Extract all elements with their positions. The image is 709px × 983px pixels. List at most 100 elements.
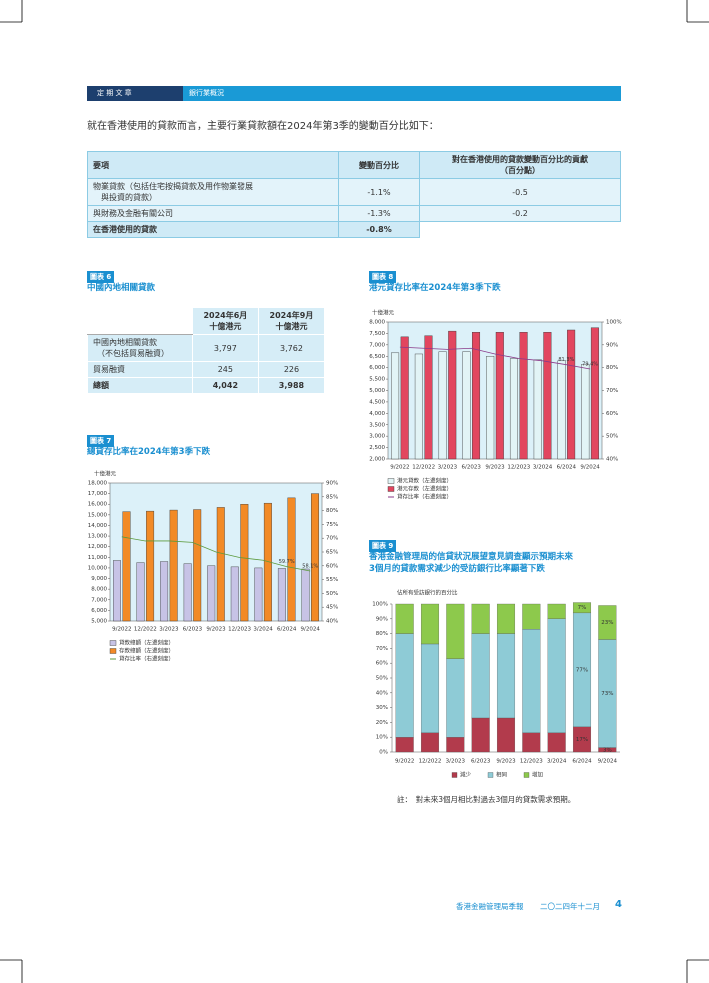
cell: 與財務及金融有關公司 xyxy=(87,205,339,222)
cell: 3,762 xyxy=(257,334,326,362)
tick-label: 3,500 xyxy=(369,422,385,428)
bar xyxy=(533,359,542,460)
tick-label: 16,000 xyxy=(88,502,108,508)
x-tick-label: 3/2024 xyxy=(533,465,553,471)
bar-segment xyxy=(471,633,490,719)
tick-label: 7,000 xyxy=(369,342,385,348)
tick-label: 10% xyxy=(376,735,388,741)
legend-label: 港元貸款（左邊刻度） xyxy=(397,477,452,485)
th: 2024年6月 十億港元 xyxy=(191,307,259,335)
bar xyxy=(414,353,423,460)
value-label: 3% xyxy=(603,747,612,753)
bar-segment xyxy=(471,603,490,634)
bar xyxy=(277,568,286,622)
bar-segment xyxy=(598,605,617,640)
th: 要項 xyxy=(87,151,339,179)
axis-title: 十億港元 xyxy=(372,309,395,317)
tick-label: 70% xyxy=(606,388,618,394)
tick-label: 9,000 xyxy=(91,576,107,582)
bar xyxy=(207,565,216,622)
bar xyxy=(287,497,296,622)
bar xyxy=(301,568,310,622)
tick-label: 7,500 xyxy=(369,331,385,337)
bar-segment xyxy=(522,732,541,753)
chart-title: 總貸存比率在2024年第3季下跌 xyxy=(87,447,211,457)
value-label: 59.7% xyxy=(279,559,295,565)
bar-segment xyxy=(420,643,440,733)
tick-label: 5,000 xyxy=(91,619,107,625)
tick-label: 50% xyxy=(326,591,338,597)
x-tick-label: 6/2024 xyxy=(572,759,592,765)
ratio-line xyxy=(399,346,591,370)
tick-label: 5,500 xyxy=(369,377,385,383)
tick-label: 90% xyxy=(376,616,388,622)
legend-label: 貸存比率（右邊刻度） xyxy=(119,655,174,663)
bar xyxy=(230,566,239,622)
x-tick-label: 3/2023 xyxy=(159,627,179,633)
bar-segment xyxy=(471,717,490,753)
bar xyxy=(567,329,576,460)
tick-label: 4,000 xyxy=(369,411,385,417)
bar-segment xyxy=(547,603,566,619)
tick-label: 80% xyxy=(606,365,618,371)
bar-segment xyxy=(420,603,440,645)
legend-label: 貸存比率（右邊刻度） xyxy=(397,493,452,501)
tick-label: 11,000 xyxy=(88,555,108,561)
cell: -1.1% xyxy=(338,178,420,206)
tick-label: 70% xyxy=(376,646,388,652)
bar xyxy=(183,563,192,622)
x-tick-label: 6/2024 xyxy=(277,627,297,633)
section-tab: 定 期 文 章 xyxy=(87,86,183,101)
th xyxy=(87,307,193,335)
value-label: 23% xyxy=(601,620,613,626)
bar xyxy=(472,332,481,460)
x-tick-label: 6/2023 xyxy=(462,465,482,471)
bar xyxy=(169,509,178,622)
cell: 226 xyxy=(257,361,326,378)
tick-label: 4,500 xyxy=(369,399,385,405)
legend-label: 相同 xyxy=(496,771,508,779)
tick-label: 65% xyxy=(326,550,338,556)
ratio-line xyxy=(121,536,311,572)
tick-label: 80% xyxy=(326,508,338,514)
x-tick-label: 6/2023 xyxy=(471,759,491,765)
bar xyxy=(543,332,552,460)
tick-label: 2,000 xyxy=(369,457,385,463)
footer-publication: 香港金融管理局季報 xyxy=(456,902,524,911)
bar-segment xyxy=(446,737,465,753)
x-tick-label: 9/2022 xyxy=(390,465,409,471)
value-label: 73% xyxy=(601,691,613,697)
x-tick-label: 9/2022 xyxy=(395,759,414,765)
legend-swatch xyxy=(387,486,395,492)
tick-label: 8,000 xyxy=(91,587,107,593)
bar xyxy=(146,510,155,622)
bar xyxy=(240,504,249,622)
legend-label: 港元存款（左邊刻度） xyxy=(397,485,452,493)
x-tick-label: 3/2023 xyxy=(438,465,458,471)
axis-title: 佔所有受訪銀行的百分比 xyxy=(397,589,458,597)
bar xyxy=(263,502,272,622)
tick-label: 40% xyxy=(326,619,338,625)
tick-label: 80% xyxy=(376,631,388,637)
th: 變動百分比 xyxy=(338,151,420,179)
cell: -0.2 xyxy=(419,205,621,222)
bar-segment xyxy=(395,737,414,753)
value-label: 77% xyxy=(576,667,588,673)
bar xyxy=(254,567,263,622)
tick-label: 15,000 xyxy=(88,512,108,518)
bar xyxy=(557,360,566,460)
x-tick-label: 12/2023 xyxy=(507,465,530,471)
th: 2024年9月 十億港元 xyxy=(257,307,326,335)
cell: -0.8% xyxy=(338,221,420,238)
tick-label: 70% xyxy=(326,536,338,542)
value-label: 81.3% xyxy=(558,357,574,363)
chart-label: 圖表 8 xyxy=(369,271,397,283)
bar xyxy=(113,560,121,622)
x-tick-label: 9/2024 xyxy=(580,465,600,471)
chart-title: 中國內地相關貸款 xyxy=(87,283,156,293)
x-tick-label: 9/2022 xyxy=(112,627,131,633)
bar-segment xyxy=(496,633,516,719)
th: 對在香港使用的貸款變動百分比的貢獻 （百分點） xyxy=(419,151,621,179)
legend-swatch xyxy=(451,772,458,778)
